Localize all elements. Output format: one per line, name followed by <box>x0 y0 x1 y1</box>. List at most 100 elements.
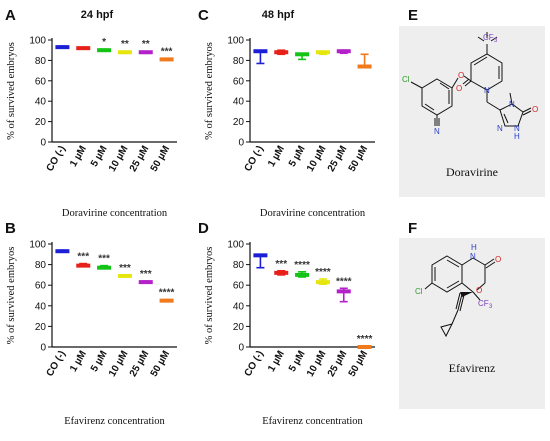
efavirenz-label: Efavirenz <box>449 361 496 375</box>
y-axis-label: % of survived embryos <box>6 247 17 345</box>
chart-b: 0 20 40 60 80 100 % of survived embryos Efavire… <box>6 240 177 427</box>
bar <box>138 280 153 285</box>
atom-label-cl: Cl <box>402 75 410 84</box>
x-tick-label: CO (-) <box>243 144 266 174</box>
y-tick-label: 20 <box>233 322 245 333</box>
bar <box>315 50 330 55</box>
atom-label-nitrile-nitrogen: N <box>434 127 440 136</box>
x-tick-label: 5 µM <box>89 144 110 169</box>
doravirine-bonds <box>410 32 532 127</box>
efavirenz-wedge-bond <box>460 292 473 297</box>
x-axis-label: Efavirenz concentration <box>262 416 363 427</box>
significance-label: ** <box>142 39 150 50</box>
panel-title-c: 48 hpf <box>262 9 295 21</box>
doravirine-structure: CF 3 Cl O O N N N N N H O Doravirine <box>399 26 545 197</box>
bar <box>295 272 310 277</box>
y-tick-label: 40 <box>233 97 245 108</box>
bar <box>295 52 310 57</box>
bar <box>357 345 372 349</box>
x-tick-label: CO (-) <box>45 144 68 174</box>
bar <box>253 253 268 258</box>
efavirenz-structure: H N O O Cl CF 3 Efavirenz <box>399 238 545 409</box>
x-axis-label: Doravirine concentration <box>62 208 168 219</box>
atom-label-cf: CF <box>478 299 489 308</box>
bar <box>117 50 132 55</box>
doravirine-atom-labels: CF 3 Cl O O N N N N N H O <box>402 33 538 141</box>
y-axis-label: % of survived embryos <box>204 247 215 345</box>
panel-letter-b: B <box>5 220 16 237</box>
y-tick-label: 60 <box>35 281 47 292</box>
atom-label-carbonyl-oxygen: O <box>495 255 501 264</box>
chart-a: 0 20 40 60 80 100 % of survived embryos Doravir… <box>6 36 177 219</box>
atom-label-triazole-nitrogen-1: N <box>509 100 515 109</box>
y-tick-label: 80 <box>233 260 245 271</box>
atom-label-triazole-hydrogen: H <box>514 132 520 141</box>
y-tick-label: 0 <box>40 343 46 354</box>
y-tick-label: 100 <box>29 36 46 47</box>
atom-label-cf-subscript: 3 <box>489 304 493 310</box>
significance-label: **** <box>159 288 175 299</box>
y-tick-label: 0 <box>238 138 244 149</box>
y-tick-label: 20 <box>233 117 245 128</box>
panel-letter-f: F <box>408 220 417 237</box>
panel-letter-c: C <box>198 7 209 24</box>
doravirine-label: Doravirine <box>446 165 498 179</box>
significance-label: *** <box>119 263 131 274</box>
atom-label-triazolone-oxygen: O <box>532 105 538 114</box>
x-tick-label: 25 µM <box>326 349 350 379</box>
y-tick-label: 80 <box>35 260 47 271</box>
bar <box>159 298 174 303</box>
x-tick-label: 50 µM <box>149 144 173 174</box>
x-tick-label: 1 µM <box>68 349 89 374</box>
bar <box>138 50 153 55</box>
bar <box>274 50 289 55</box>
significance-label: **** <box>315 267 331 278</box>
y-axis-label: % of survived embryos <box>6 42 17 140</box>
y-axis-label: % of survived embryos <box>204 42 215 140</box>
atom-label-cf: CF <box>483 33 494 42</box>
significance-label: **** <box>294 260 310 271</box>
bar <box>357 64 372 69</box>
bar <box>97 265 112 270</box>
y-tick-label: 100 <box>227 36 244 47</box>
bar <box>315 280 330 285</box>
y-tick-label: 60 <box>233 76 245 87</box>
x-tick-label: 5 µM <box>89 349 110 374</box>
atom-label-cl: Cl <box>415 287 423 296</box>
significance-label: **** <box>336 276 352 287</box>
x-tick-label: 25 µM <box>128 144 152 174</box>
significance-label: ** <box>121 39 129 50</box>
efavirenz-bonds <box>424 255 496 338</box>
x-tick-label: 1 µM <box>266 349 287 374</box>
y-tick-label: 0 <box>238 343 244 354</box>
y-tick-label: 60 <box>233 281 245 292</box>
atom-label-pyridinone-nitrogen: N <box>484 86 490 95</box>
x-tick-label: 5 µM <box>287 349 308 374</box>
x-tick-label: 10 µM <box>305 144 329 174</box>
panel-letter-e: E <box>408 7 418 24</box>
y-tick-label: 100 <box>227 240 244 251</box>
bar <box>76 263 91 268</box>
x-axis-label: Doravirine concentration <box>260 208 366 219</box>
bar <box>159 57 174 62</box>
x-axis-label: Efavirenz concentration <box>64 416 165 427</box>
bar <box>55 249 70 254</box>
panel-letter-d: D <box>198 220 209 237</box>
significance-label: *** <box>98 254 110 265</box>
atom-label-triazole-nitrogen-3: N <box>514 124 520 133</box>
atom-label-triazole-nitrogen-2: N <box>497 124 503 133</box>
bar <box>76 46 91 51</box>
significance-label: *** <box>275 259 287 270</box>
atom-label-amine-hydrogen: H <box>471 243 477 252</box>
x-tick-label: 1 µM <box>266 144 287 169</box>
x-tick-label: CO (-) <box>45 349 68 379</box>
y-tick-label: 80 <box>35 56 47 67</box>
x-tick-label: 10 µM <box>107 144 131 174</box>
significance-label: * <box>102 37 106 48</box>
doravirine-structure-background <box>399 26 545 197</box>
bar <box>55 45 70 50</box>
atom-label-cf-subscript: 3 <box>494 38 498 44</box>
x-tick-label: 50 µM <box>149 349 173 379</box>
atom-label-amine-nitrogen: N <box>470 252 476 261</box>
